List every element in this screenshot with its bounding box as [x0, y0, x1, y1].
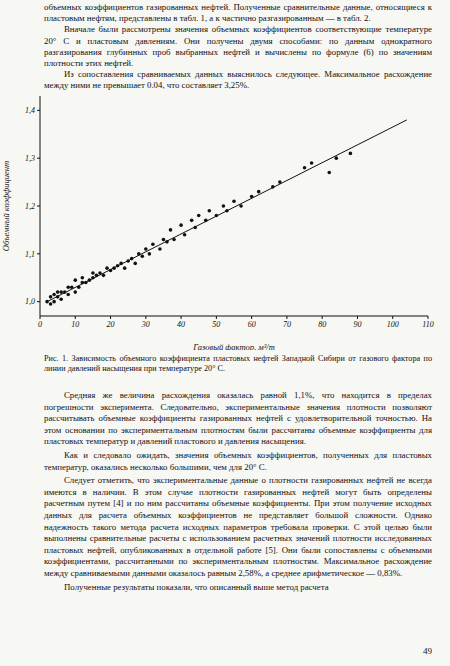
svg-text:30: 30 [141, 320, 150, 329]
html-text:Следует отметить, что эксперим: Следует отметить, что экспериментальные … [44, 475, 432, 578]
svg-text:10: 10 [71, 320, 79, 329]
svg-text:110: 110 [422, 320, 433, 329]
svg-text:1,4: 1,4 [25, 106, 35, 115]
svg-text:80: 80 [318, 320, 326, 329]
html-text:Из сопоставления сравниваемых: Из сопоставления сравниваемых данных выя… [44, 69, 432, 91]
svg-text:20: 20 [107, 320, 115, 329]
html-text:Как и следовало ожидать, значе: Как и следовало ожидать, значения объемн… [44, 450, 432, 472]
svg-text:0: 0 [38, 320, 42, 329]
html-text:Рис. 1. Зависимость объемного: Рис. 1. Зависимость объемного коэффициен… [44, 354, 432, 374]
svg-text:40: 40 [177, 320, 185, 329]
html-text:Средняя же величина расхождени: Средняя же величина расхождения оказалас… [44, 390, 432, 447]
html-text:49: 49 [423, 646, 432, 656]
html-text:объемных коэффициентов газиров: объемных коэффициентов газированных нефт… [44, 2, 432, 24]
svg-text:1,2: 1,2 [25, 202, 35, 211]
svg-text:Газовый фактор, м³/т: Газовый фактор, м³/т [192, 342, 275, 350]
svg-text:60: 60 [248, 320, 256, 329]
svg-text:Объемный коэффициент: Объемный коэффициент [8, 161, 11, 251]
svg-text:100: 100 [387, 320, 399, 329]
html-text:Полученные результаты показали: Полученные результаты показали, что опис… [64, 581, 329, 592]
svg-text:90: 90 [353, 320, 361, 329]
svg-text:50: 50 [212, 320, 220, 329]
svg-text:1,1: 1,1 [25, 250, 35, 259]
svg-text:1,3: 1,3 [25, 154, 35, 163]
html-text:Вначале были рассмотрены значе: Вначале были рассмотрены значения объемн… [44, 24, 432, 68]
svg-text:1,0: 1,0 [25, 297, 35, 306]
svg-text:70: 70 [283, 320, 291, 329]
